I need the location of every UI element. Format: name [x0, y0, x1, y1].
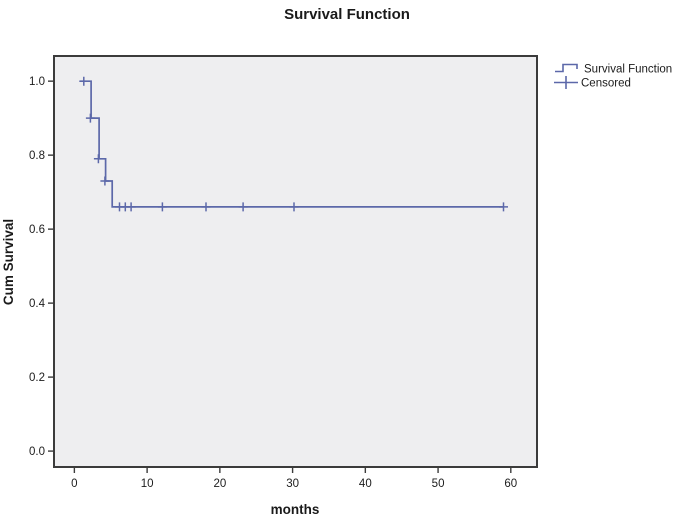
y-tick-label: 0.0: [29, 446, 45, 458]
censor-mark: [157, 202, 167, 212]
curve-layer: [79, 76, 508, 212]
censor-mark: [85, 113, 95, 123]
censor-mark: [201, 202, 211, 212]
x-tick-label: 60: [504, 478, 517, 490]
legend-item-censored: Censored: [554, 76, 631, 90]
x-tick-label: 50: [432, 478, 445, 490]
censor-mark: [499, 202, 508, 212]
y-tick-label: 0.6: [29, 224, 45, 236]
censored-plus-icon: [554, 76, 578, 89]
y-tick-label: 1.0: [29, 76, 45, 88]
censor-mark: [289, 202, 299, 212]
axis-ticks: 0 10 20 30 40 50 60 0.0 0.2 0.4 0.6 0.8 1.0: [29, 76, 517, 490]
plot-area: [53, 55, 538, 468]
censor-mark: [100, 176, 110, 186]
step-line-icon: [555, 63, 578, 73]
x-axis-label: months: [271, 502, 320, 517]
y-tick-label: 0.4: [29, 298, 46, 310]
censor-mark: [79, 76, 89, 86]
censor-mark: [93, 154, 103, 164]
legend-label-censored: Censored: [581, 78, 631, 90]
y-axis-label: Cum Survival: [1, 219, 16, 305]
x-tick-label: 30: [286, 478, 299, 490]
x-tick-label: 20: [213, 478, 226, 490]
legend-item-survival-function: Survival Function: [555, 64, 672, 76]
legend-label-survival-function: Survival Function: [584, 64, 672, 76]
censor-mark: [126, 202, 136, 212]
x-tick-label: 10: [141, 478, 154, 490]
y-tick-label: 0.8: [29, 150, 45, 162]
x-tick-label: 0: [71, 478, 77, 490]
chart-title: Survival Function: [284, 6, 410, 23]
censor-mark: [238, 202, 248, 212]
x-tick-label: 40: [359, 478, 372, 490]
y-tick-label: 0.2: [29, 372, 45, 384]
legend: Survival Function Censored: [554, 64, 672, 90]
